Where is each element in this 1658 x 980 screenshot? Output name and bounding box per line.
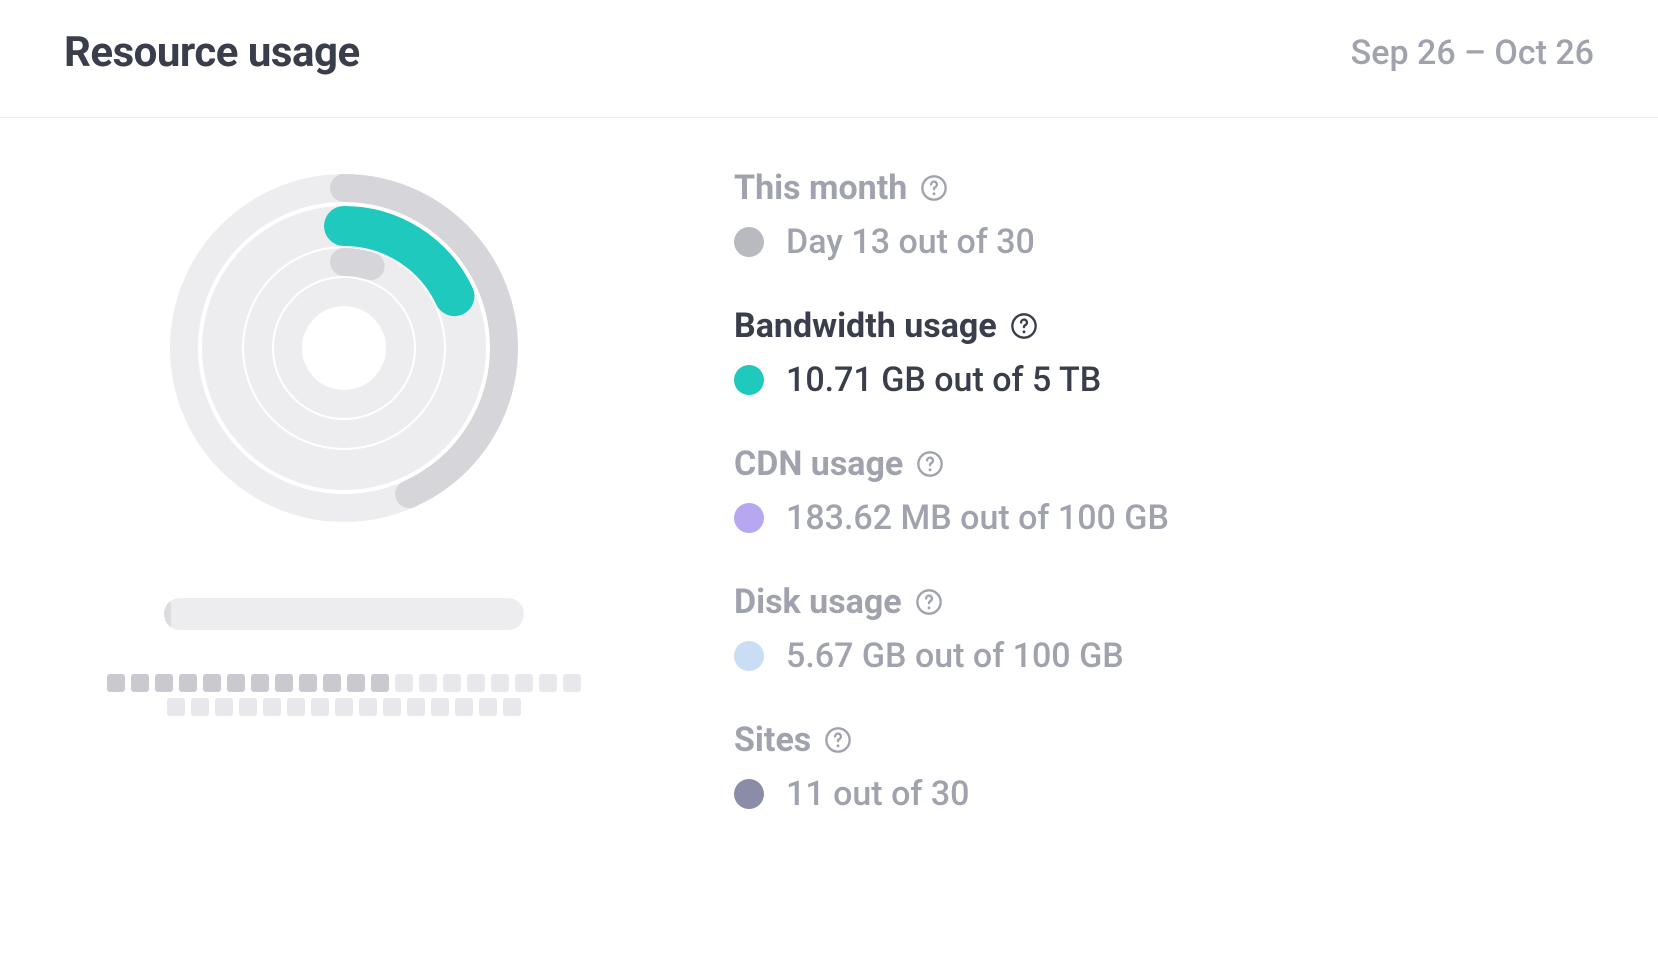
legend-value: 183.62 MB out of 100 GB xyxy=(786,498,1169,538)
legend: This month Day 13 out of 30 Bandwidth usag… xyxy=(734,168,1594,858)
legend-dot xyxy=(734,779,764,809)
usage-squares xyxy=(107,674,581,716)
legend-label: Disk usage xyxy=(734,582,1594,622)
date-range: Sep 26 – Oct 26 xyxy=(1351,33,1594,73)
legend-item-month[interactable]: This month Day 13 out of 30 xyxy=(734,168,1594,262)
legend-label: CDN usage xyxy=(734,444,1594,484)
legend-row: 183.62 MB out of 100 GB xyxy=(734,498,1594,538)
legend-value: 11 out of 30 xyxy=(786,774,969,814)
page-title: Resource usage xyxy=(64,28,360,77)
body: This month Day 13 out of 30 Bandwidth usag… xyxy=(0,118,1658,858)
legend-label-text: Disk usage xyxy=(734,582,902,622)
legend-item-disk[interactable]: Disk usage 5.67 GB out of 100 GB xyxy=(734,582,1594,676)
legend-item-sites[interactable]: Sites 11 out of 30 xyxy=(734,720,1594,814)
legend-label-text: CDN usage xyxy=(734,444,903,484)
legend-row: 11 out of 30 xyxy=(734,774,1594,814)
legend-row: Day 13 out of 30 xyxy=(734,222,1594,262)
legend-value: 10.71 GB out of 5 TB xyxy=(786,360,1101,400)
header: Resource usage Sep 26 – Oct 26 xyxy=(0,0,1658,118)
legend-dot xyxy=(734,227,764,257)
legend-item-bandwidth[interactable]: Bandwidth usage 10.71 GB out of 5 TB xyxy=(734,306,1594,400)
legend-dot xyxy=(734,641,764,671)
legend-item-cdn[interactable]: CDN usage 183.62 MB out of 100 GB xyxy=(734,444,1594,538)
help-icon[interactable] xyxy=(823,725,853,755)
legend-label-text: Bandwidth usage xyxy=(734,306,997,346)
legend-label: Bandwidth usage xyxy=(734,306,1594,346)
legend-label: Sites xyxy=(734,720,1594,760)
chart-column xyxy=(64,168,624,858)
legend-label: This month xyxy=(734,168,1594,208)
usage-bar xyxy=(164,598,524,630)
legend-value: 5.67 GB out of 100 GB xyxy=(786,636,1124,676)
legend-row: 10.71 GB out of 5 TB xyxy=(734,360,1594,400)
help-icon[interactable] xyxy=(919,173,949,203)
legend-row: 5.67 GB out of 100 GB xyxy=(734,636,1594,676)
help-icon[interactable] xyxy=(1009,311,1039,341)
legend-label-text: This month xyxy=(734,168,907,208)
help-icon[interactable] xyxy=(915,449,945,479)
legend-dot xyxy=(734,365,764,395)
legend-label-text: Sites xyxy=(734,720,811,760)
legend-dot xyxy=(734,503,764,533)
legend-value: Day 13 out of 30 xyxy=(786,222,1035,262)
usage-ring-chart xyxy=(164,168,524,528)
usage-bar-fill xyxy=(164,598,171,630)
help-icon[interactable] xyxy=(914,587,944,617)
